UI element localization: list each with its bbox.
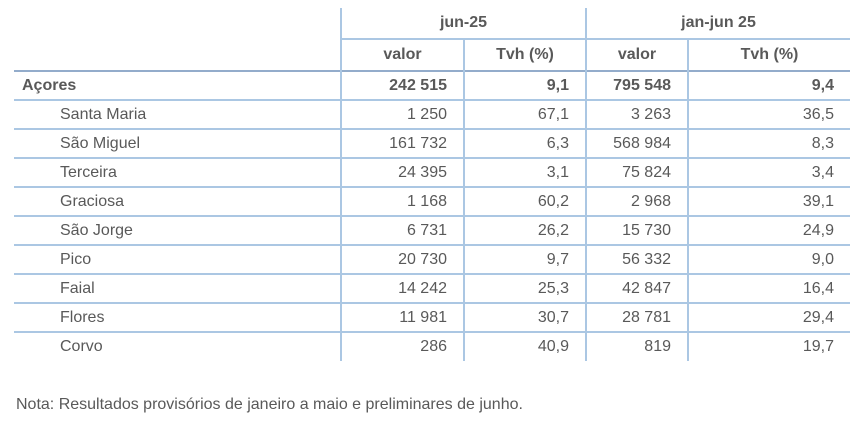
value-cell: 3,1 bbox=[463, 157, 586, 187]
corner-cell bbox=[14, 8, 341, 39]
corner-cell bbox=[14, 39, 341, 71]
value-cell: 9,1 bbox=[463, 70, 586, 100]
statistics-table: jun-25 jan-jun 25 valor Tvh (%) valor Tv… bbox=[14, 8, 850, 361]
row-label: São Jorge bbox=[14, 215, 341, 245]
table-row-corvo: Corvo 286 40,9 819 19,7 bbox=[14, 331, 850, 361]
table-row-acores: Açores 242 515 9,1 795 548 9,4 bbox=[14, 70, 850, 100]
value-cell: 42 847 bbox=[585, 273, 688, 303]
value-cell: 1 250 bbox=[340, 99, 464, 129]
value-cell: 24,9 bbox=[687, 215, 850, 245]
value-cell: 3 263 bbox=[585, 99, 688, 129]
table-row-graciosa: Graciosa 1 168 60,2 2 968 39,1 bbox=[14, 186, 850, 216]
value-cell: 60,2 bbox=[463, 186, 586, 216]
value-cell: 11 981 bbox=[340, 302, 464, 332]
row-label: Faial bbox=[14, 273, 341, 303]
value-cell: 819 bbox=[585, 331, 688, 361]
footnote: Nota: Resultados provisórios de janeiro … bbox=[16, 396, 523, 413]
period-header-row: jun-25 jan-jun 25 bbox=[14, 8, 850, 39]
value-cell: 6,3 bbox=[463, 128, 586, 158]
value-cell: 161 732 bbox=[340, 128, 464, 158]
value-cell: 14 242 bbox=[340, 273, 464, 303]
value-cell: 36,5 bbox=[687, 99, 850, 129]
table-row-santa-maria: Santa Maria 1 250 67,1 3 263 36,5 bbox=[14, 99, 850, 129]
value-cell: 30,7 bbox=[463, 302, 586, 332]
period-header-jan-jun-25: jan-jun 25 bbox=[585, 8, 850, 39]
value-cell: 8,3 bbox=[687, 128, 850, 158]
value-cell: 56 332 bbox=[585, 244, 688, 274]
value-cell: 6 731 bbox=[340, 215, 464, 245]
value-cell: 75 824 bbox=[585, 157, 688, 187]
value-cell: 25,3 bbox=[463, 273, 586, 303]
table-row-sao-jorge: São Jorge 6 731 26,2 15 730 24,9 bbox=[14, 215, 850, 245]
row-label: São Miguel bbox=[14, 128, 341, 158]
row-label: Corvo bbox=[14, 331, 341, 361]
row-label: Terceira bbox=[14, 157, 341, 187]
row-label: Flores bbox=[14, 302, 341, 332]
value-cell: 242 515 bbox=[340, 70, 464, 100]
value-cell: 39,1 bbox=[687, 186, 850, 216]
value-cell: 20 730 bbox=[340, 244, 464, 274]
value-cell: 1 168 bbox=[340, 186, 464, 216]
value-cell: 40,9 bbox=[463, 331, 586, 361]
row-label: Açores bbox=[14, 70, 341, 100]
row-label: Graciosa bbox=[14, 186, 341, 216]
value-cell: 2 968 bbox=[585, 186, 688, 216]
column-header-valor-jun: valor bbox=[340, 38, 464, 71]
table-row-pico: Pico 20 730 9,7 56 332 9,0 bbox=[14, 244, 850, 274]
table-row-flores: Flores 11 981 30,7 28 781 29,4 bbox=[14, 302, 850, 332]
value-cell: 3,4 bbox=[687, 157, 850, 187]
row-label: Santa Maria bbox=[14, 99, 341, 129]
table-row-sao-miguel: São Miguel 161 732 6,3 568 984 8,3 bbox=[14, 128, 850, 158]
value-cell: 795 548 bbox=[585, 70, 688, 100]
column-header-tvh-janjun: Tvh (%) bbox=[687, 38, 850, 71]
value-cell: 9,4 bbox=[687, 70, 850, 100]
value-cell: 15 730 bbox=[585, 215, 688, 245]
period-header-jun-25: jun-25 bbox=[340, 8, 586, 39]
value-cell: 29,4 bbox=[687, 302, 850, 332]
column-header-tvh-jun: Tvh (%) bbox=[463, 38, 586, 71]
row-label: Pico bbox=[14, 244, 341, 274]
column-header-valor-janjun: valor bbox=[585, 38, 688, 71]
value-cell: 16,4 bbox=[687, 273, 850, 303]
column-header-row: valor Tvh (%) valor Tvh (%) bbox=[14, 38, 850, 71]
value-cell: 67,1 bbox=[463, 99, 586, 129]
value-cell: 286 bbox=[340, 331, 464, 361]
value-cell: 568 984 bbox=[585, 128, 688, 158]
value-cell: 19,7 bbox=[687, 331, 850, 361]
value-cell: 24 395 bbox=[340, 157, 464, 187]
value-cell: 9,7 bbox=[463, 244, 586, 274]
value-cell: 9,0 bbox=[687, 244, 850, 274]
value-cell: 26,2 bbox=[463, 215, 586, 245]
table-row-faial: Faial 14 242 25,3 42 847 16,4 bbox=[14, 273, 850, 303]
table-row-terceira: Terceira 24 395 3,1 75 824 3,4 bbox=[14, 157, 850, 187]
value-cell: 28 781 bbox=[585, 302, 688, 332]
